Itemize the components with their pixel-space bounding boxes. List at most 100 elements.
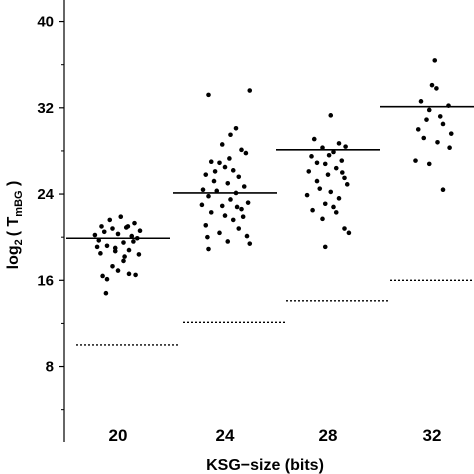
data-point — [107, 217, 113, 223]
data-point — [203, 172, 209, 177]
data-point — [245, 200, 251, 205]
data-point — [112, 245, 118, 251]
data-point — [136, 252, 142, 257]
data-point — [98, 251, 103, 256]
data-point — [339, 158, 345, 163]
data-point — [222, 213, 228, 218]
y-tick-label: 16 — [37, 272, 54, 289]
data-point — [234, 204, 240, 210]
data-point — [328, 189, 334, 195]
data-point — [137, 228, 143, 234]
data-point — [132, 220, 137, 226]
data-point — [222, 164, 228, 170]
data-point — [326, 152, 332, 158]
data-point — [214, 188, 220, 194]
data-point — [322, 161, 328, 167]
y-axis-title-log: log — [5, 245, 22, 269]
data-point — [131, 239, 136, 244]
data-point — [206, 193, 211, 199]
y-axis-title-log-base: 2 — [13, 239, 25, 245]
data-point — [203, 223, 209, 228]
data-point — [115, 231, 121, 237]
group-20 — [66, 214, 180, 346]
data-point — [304, 192, 310, 198]
data-point — [343, 144, 348, 149]
data-point — [440, 187, 446, 193]
data-point — [336, 196, 342, 201]
data-point — [317, 186, 323, 191]
x-tick-label-24: 24 — [216, 426, 235, 445]
data-point — [415, 127, 421, 132]
data-point — [322, 244, 328, 250]
data-point — [219, 142, 225, 147]
data-point — [236, 174, 242, 180]
y-tick-label: 32 — [37, 100, 54, 117]
data-point — [247, 88, 253, 93]
data-point — [212, 169, 218, 174]
data-point — [344, 182, 350, 187]
data-point — [306, 169, 312, 174]
data-point — [421, 135, 427, 141]
data-point — [115, 268, 121, 273]
data-point — [336, 141, 342, 146]
data-point — [103, 290, 109, 296]
data-point — [244, 233, 250, 239]
data-point — [426, 107, 432, 113]
data-point — [440, 121, 446, 127]
data-point — [325, 172, 331, 177]
data-point — [94, 244, 100, 250]
data-point — [320, 216, 325, 222]
x-tick-label-32: 32 — [423, 426, 442, 445]
data-point — [133, 272, 138, 278]
data-point — [241, 184, 247, 189]
y-axis-title-paren-close: ) — [5, 181, 22, 191]
data-point — [333, 165, 339, 171]
chart-marks — [66, 58, 474, 346]
data-point — [110, 226, 115, 231]
data-point — [426, 161, 432, 167]
data-point — [205, 234, 210, 240]
group-24 — [173, 88, 287, 324]
data-point — [217, 230, 222, 236]
data-point — [311, 136, 317, 142]
data-point — [239, 206, 244, 212]
data-point — [121, 258, 126, 264]
data-point — [104, 243, 110, 249]
data-point — [333, 210, 339, 215]
x-tick-label-20: 20 — [109, 426, 128, 445]
data-point — [99, 224, 104, 229]
data-point — [437, 114, 443, 119]
data-point — [104, 276, 110, 282]
data-point — [447, 145, 452, 150]
x-axis-title: KSG−size (bits) — [206, 457, 324, 474]
y-axis-title: log2 ( TmBG ) — [5, 181, 25, 270]
data-point — [125, 224, 131, 229]
data-point — [206, 246, 211, 252]
data-point — [448, 131, 454, 136]
data-point — [228, 132, 233, 138]
data-point — [247, 241, 253, 246]
data-point — [435, 140, 440, 145]
x-tick-label-28: 28 — [319, 426, 338, 445]
data-point — [340, 170, 345, 175]
data-point — [227, 156, 232, 161]
y-tick-label: 40 — [37, 14, 54, 31]
data-point — [346, 230, 352, 236]
data-point — [121, 240, 126, 245]
data-point — [126, 271, 132, 277]
data-point — [211, 178, 217, 184]
data-point — [110, 263, 115, 269]
y-tick-label: 8 — [46, 359, 54, 376]
data-point — [230, 217, 236, 223]
y-axis-title-paren-open: ( T — [5, 216, 22, 236]
data-point — [328, 113, 334, 118]
data-point — [199, 202, 205, 208]
data-point — [322, 201, 328, 207]
data-point — [118, 214, 124, 219]
data-point — [418, 99, 424, 104]
y-axis-title-t-sub: mBG — [13, 190, 25, 216]
data-point — [239, 147, 244, 153]
data-point — [225, 239, 231, 244]
data-point — [310, 207, 315, 213]
